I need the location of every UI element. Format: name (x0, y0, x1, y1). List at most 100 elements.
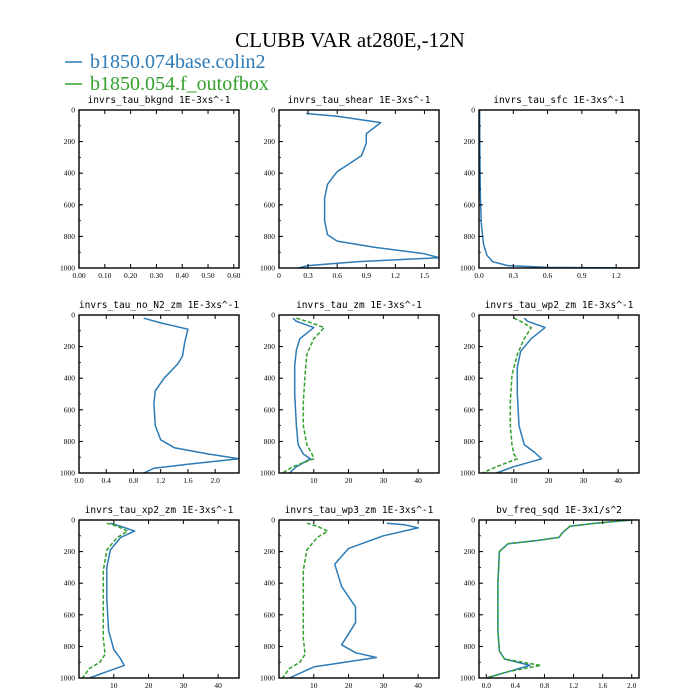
panel-5: invrs_tau_zm 1E-3xs^-1 0 200 400 600 800 1000 1… (260, 300, 440, 485)
y-tick-label: 200 (464, 547, 476, 556)
series-line-1 (89, 522, 136, 678)
y-tick-label: 800 (264, 642, 276, 651)
x-tick-label: 0.0 (482, 681, 492, 690)
x-tick-label: 10 (310, 681, 318, 690)
y-tick-label: 0 (471, 106, 475, 115)
y-tick-label: 600 (464, 200, 476, 209)
series-line-1 (288, 317, 315, 473)
y-tick-label: 600 (64, 610, 76, 619)
y-tick-label: 200 (64, 137, 76, 146)
y-tick-label: 0 (471, 516, 475, 525)
panel-frame (478, 519, 640, 679)
panel-series-group (81, 522, 136, 678)
y-tick-label: 200 (464, 342, 476, 351)
y-tick-label: 400 (264, 169, 276, 178)
figure-title: CLUBB VAR at280E,-12N (235, 28, 465, 52)
panel-title: invrs_tau_xp2_zm 1E-3xs^-1 (85, 505, 234, 516)
y-tick-label: 800 (64, 437, 76, 446)
panel-4: invrs_tau_no_N2_zm 1E-3xs^-1 0 200 400 600 80… (60, 300, 240, 485)
y-tick-label: 200 (264, 342, 276, 351)
y-tick-label: 600 (264, 405, 276, 414)
x-tick-label: 20 (345, 476, 353, 485)
x-tick-label: 0.60 (227, 271, 240, 280)
panel-2: invrs_tau_shear 1E-3xs^-1 0 200 400 600 800 10… (260, 95, 440, 280)
y-tick-label: 1000 (260, 469, 275, 478)
legend-label-series-2: b1850.054.f_outofbox (90, 73, 269, 95)
y-tick-label: 600 (64, 405, 76, 414)
y-tick-label: 400 (264, 579, 276, 588)
y-tick-label: 400 (64, 374, 76, 383)
y-tick-label: 400 (64, 579, 76, 588)
x-tick-label: 2.0 (210, 476, 220, 485)
panel-frame (278, 519, 440, 679)
y-tick-label: 1000 (60, 264, 75, 273)
x-tick-label: 0.3 (303, 271, 313, 280)
x-tick-label: 0 (277, 271, 281, 280)
y-tick-label: 600 (464, 405, 476, 414)
panel-8: invrs_tau_wp3_zm 1E-3xs^-1 0 200 400 600 800 1… (260, 505, 440, 690)
panel-frame (78, 314, 240, 474)
x-tick-label: 20 (545, 476, 553, 485)
y-tick-label: 1000 (60, 469, 75, 478)
y-tick-label: 200 (464, 137, 476, 146)
y-tick-label: 600 (264, 610, 276, 619)
x-tick-label: 0.3 (509, 271, 519, 280)
x-tick-label: 30 (180, 681, 188, 690)
x-tick-label: 1.5 (420, 271, 430, 280)
panel-grid: invrs_tau_bkgnd 1E-3xs^-1020040060080010… (60, 95, 640, 690)
panel-series-group (479, 110, 639, 268)
x-tick-label: 40 (414, 681, 422, 690)
series-line-2 (281, 522, 329, 678)
x-tick-label: 20 (145, 681, 153, 690)
panel-title: invrs_tau_no_N2_zm 1E-3xs^-1 (79, 300, 239, 311)
x-tick-label: 10 (110, 681, 118, 690)
series-line-2 (81, 522, 129, 678)
y-tick-label: 1000 (260, 674, 275, 683)
y-tick-label: 1000 (260, 264, 275, 273)
panel-title: invrs_tau_shear 1E-3xs^-1 (288, 95, 431, 106)
panel-frame (278, 314, 440, 474)
x-tick-label: 0.20 (124, 271, 137, 280)
panel-7: invrs_tau_xp2_zm 1E-3xs^-1 0 200 400 600 800 1… (60, 505, 240, 690)
panel-title: invrs_tau_bkgnd 1E-3xs^-1 (88, 95, 231, 106)
y-tick-label: 1000 (460, 264, 475, 273)
series-line-1 (289, 522, 419, 678)
x-tick-label: 40 (214, 681, 222, 690)
x-tick-label: 0.0 (74, 476, 84, 485)
y-tick-label: 800 (64, 642, 76, 651)
y-tick-label: 600 (464, 610, 476, 619)
x-tick-label: 2.0 (627, 681, 637, 690)
panel-frame (78, 109, 240, 269)
y-tick-label: 200 (64, 547, 76, 556)
panel-title: invrs_tau_sfc 1E-3xs^-1 (493, 95, 625, 106)
y-tick-label: 200 (64, 342, 76, 351)
x-tick-label: 30 (380, 476, 388, 485)
x-tick-label: 10 (310, 476, 318, 485)
x-tick-label: 0.9 (577, 271, 587, 280)
y-tick-label: 0 (271, 311, 275, 320)
panel-1: invrs_tau_bkgnd 1E-3xs^-1 0 200 400 600 800 10… (60, 95, 241, 280)
series-line-1 (298, 112, 439, 268)
x-tick-label: 40 (414, 476, 422, 485)
x-tick-label: 0.30 (150, 271, 163, 280)
x-tick-label: 0.8 (540, 681, 550, 690)
y-tick-label: 1000 (460, 469, 475, 478)
panel-title: bv_freq_sqd 1E-3x1/s^2 (496, 505, 622, 516)
panel-series-group (143, 317, 239, 473)
y-tick-label: 0 (271, 106, 275, 115)
x-tick-label: 1.2 (156, 476, 166, 485)
y-tick-label: 800 (264, 437, 276, 446)
panel-6: invrs_tau_wp2_zm 1E-3xs^-1 0 200 400 600 800 1… (460, 300, 640, 485)
x-tick-label: 1.6 (598, 681, 608, 690)
panel-frame (478, 314, 640, 474)
x-tick-label: 30 (380, 681, 388, 690)
y-tick-label: 200 (264, 547, 276, 556)
x-tick-label: 0.0 (474, 271, 484, 280)
panel-title: invrs_tau_wp2_zm 1E-3xs^-1 (485, 300, 634, 311)
y-tick-label: 200 (264, 137, 276, 146)
y-tick-label: 400 (464, 374, 476, 383)
x-tick-label: 0.6 (543, 271, 553, 280)
y-tick-label: 400 (264, 374, 276, 383)
y-tick-label: 400 (464, 579, 476, 588)
panel-title: invrs_tau_wp3_zm 1E-3xs^-1 (285, 505, 434, 516)
